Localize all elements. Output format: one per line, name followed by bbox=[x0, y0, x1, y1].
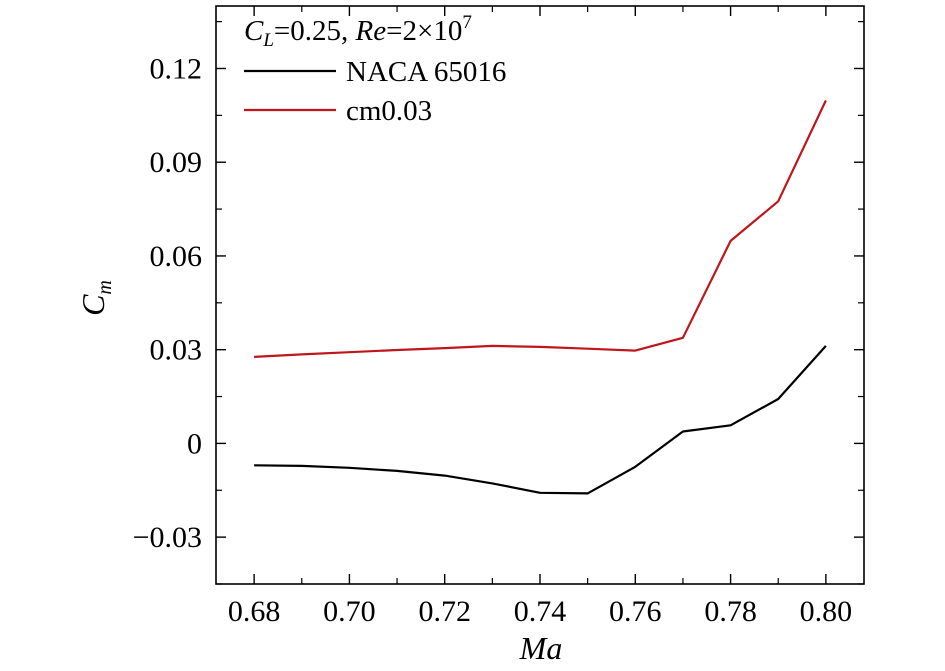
series-line-naca-65016 bbox=[254, 345, 827, 495]
y-tick-label: 0.03 bbox=[150, 334, 203, 367]
y-tick-label: 0 bbox=[187, 427, 202, 460]
legend: NACA 65016 cm0.03 bbox=[244, 56, 506, 127]
y-tick-label: 0.09 bbox=[150, 146, 203, 179]
series-layer bbox=[254, 99, 827, 495]
plot-frame bbox=[215, 5, 865, 585]
x-tick-label: 0.76 bbox=[609, 595, 662, 628]
x-tick-label: 0.68 bbox=[228, 595, 281, 628]
y-tick-label: 0.06 bbox=[150, 240, 203, 273]
legend-label-cm003: cm0.03 bbox=[346, 95, 432, 127]
x-tick-label: 0.70 bbox=[323, 595, 376, 628]
x-ticks: 0.68 0.70 0.72 0.74 0.76 0.78 0.80 bbox=[228, 6, 852, 628]
x-tick-label: 0.78 bbox=[704, 595, 757, 628]
series-line-cm003 bbox=[254, 99, 827, 358]
x-axis-title: Ma bbox=[519, 630, 563, 666]
x-tick-label: 0.72 bbox=[418, 595, 471, 628]
y-ticks: −0.03 0 0.03 0.06 0.09 0.12 bbox=[133, 21, 864, 585]
legend-label-naca-65016: NACA 65016 bbox=[346, 56, 506, 88]
condition-annotation: CL=0.25, Re=2×107 bbox=[244, 12, 472, 51]
x-tick-label: 0.80 bbox=[800, 595, 853, 628]
y-tick-label: 0.12 bbox=[150, 52, 203, 85]
y-tick-label: −0.03 bbox=[133, 521, 202, 554]
x-tick-label: 0.74 bbox=[514, 595, 567, 628]
y-axis-title: Cm bbox=[75, 280, 116, 316]
